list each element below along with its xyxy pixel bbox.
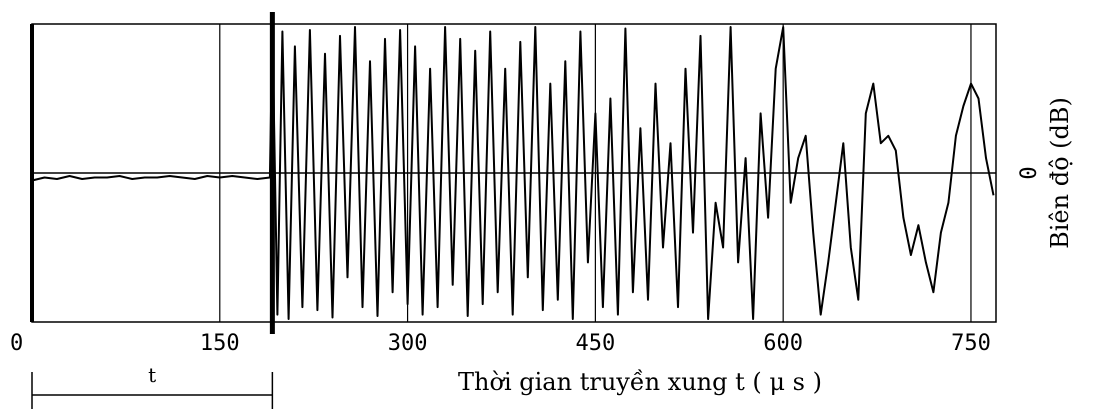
t-interval-bracket: t xyxy=(31,363,274,409)
series-layer xyxy=(31,26,995,320)
x-axis-label: Thời gian truyền xung t ( μ s ) xyxy=(458,368,822,396)
x-tick-label-5: 750 xyxy=(951,331,991,356)
x-tick-label-2: 300 xyxy=(388,331,428,356)
x-tick-label-4: 600 xyxy=(763,331,803,356)
series-line-0 xyxy=(31,26,995,320)
x-tick-label-0: 0 xyxy=(10,331,23,356)
x-tick-labels: 0 150 300 450 600 750 xyxy=(10,331,991,356)
y-zero-label: 0 xyxy=(1017,166,1042,179)
x-tick-label-3: 450 xyxy=(576,331,616,356)
t-label: t xyxy=(148,363,156,387)
y-axis-label: Biên độ (dB) xyxy=(1046,97,1074,249)
x-tick-label-1: 150 xyxy=(200,331,240,356)
